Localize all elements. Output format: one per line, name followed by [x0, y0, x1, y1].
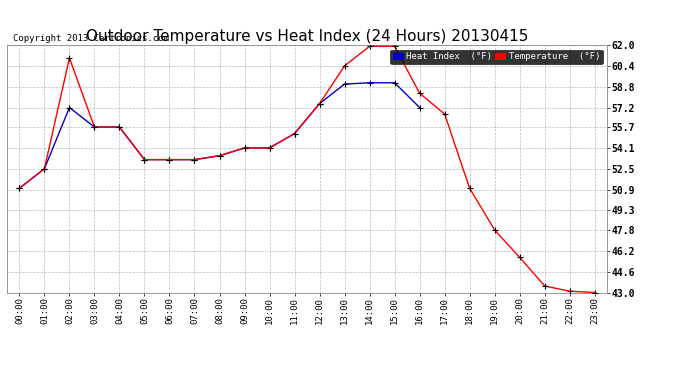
- Legend: Heat Index  (°F), Temperature  (°F): Heat Index (°F), Temperature (°F): [390, 50, 602, 64]
- Title: Outdoor Temperature vs Heat Index (24 Hours) 20130415: Outdoor Temperature vs Heat Index (24 Ho…: [86, 29, 529, 44]
- Text: Copyright 2013 Cartronics.com: Copyright 2013 Cartronics.com: [13, 33, 169, 42]
